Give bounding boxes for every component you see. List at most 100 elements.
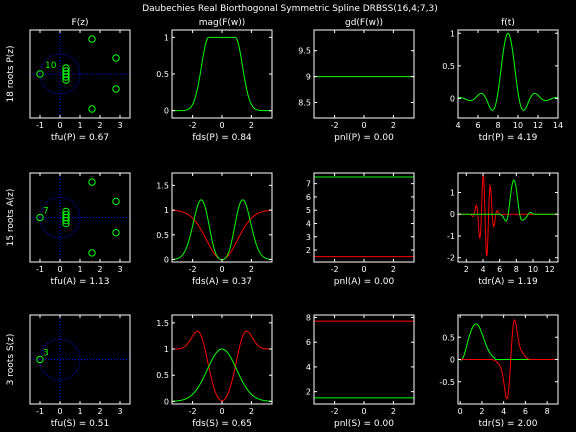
y-tick-label: 0 — [164, 256, 169, 265]
root-marker — [88, 249, 96, 257]
root-marker — [88, 105, 96, 113]
x-tick-label: 3 — [117, 407, 122, 416]
suptitle: Daubechies Real Biorthogonal Symmetric S… — [142, 4, 438, 14]
x-tick-label: 4 — [455, 121, 460, 130]
x-tick-label: 0 — [57, 265, 62, 274]
x-tick-label: 2 — [391, 407, 396, 416]
series-line-green — [458, 32, 558, 111]
y-tick-label: -2 — [447, 254, 455, 263]
x-tick-label: -2 — [331, 121, 339, 130]
y-tick-label: -1 — [447, 232, 455, 241]
x-tick-label: 4 — [501, 407, 506, 416]
x-tick-label: -2 — [189, 121, 197, 130]
y-tick-label: 6 — [306, 193, 311, 202]
root-marker — [88, 178, 96, 186]
axes-box — [457, 172, 559, 263]
root-marker — [62, 219, 70, 228]
x-tick-label: 10 — [528, 265, 538, 274]
panel-r0c3: 4 6 8 10 12 14 0 0.5 1 f(t) tdr(P) = 4.19 — [442, 18, 563, 143]
y-tick-label: 4 — [306, 219, 311, 228]
x-tick-label: 0 — [361, 121, 366, 130]
series-line-red — [172, 209, 272, 261]
x-tick-label: 0 — [219, 407, 224, 416]
panel-ylabel: 18 roots P(z) — [6, 45, 16, 102]
y-tick-label: 0.5 — [442, 333, 455, 342]
panel-r2c1: -2 0 2 0 0.5 1 1.5 fds(S) = 0.65 — [156, 314, 273, 429]
x-tick-label: 0 — [219, 121, 224, 130]
panel-r2c2: -2 0 2 2 4 6 8 pnl(S) = 0.00 — [306, 313, 415, 429]
panel-xlabel: tdr(A) = 1.19 — [478, 277, 538, 287]
y-tick-label: 8.5 — [298, 98, 311, 107]
panel-r0c1: -2 0 2 0 0.5 1 mag(F(w)) fds(P) = 0.84 — [156, 18, 273, 143]
root-marker — [62, 76, 70, 84]
x-tick-label: -2 — [331, 265, 339, 274]
panel-ylabel: 15 roots A(z) — [6, 189, 16, 247]
x-tick-label: 6 — [523, 407, 528, 416]
y-tick-label: 1 — [164, 345, 169, 354]
root-marker — [112, 197, 120, 206]
y-tick-label: 1 — [450, 189, 455, 198]
x-tick-label: 3 — [117, 121, 122, 130]
panel-xlabel: pnl(P) = 0.00 — [334, 133, 394, 143]
x-tick-label: 2 — [97, 121, 102, 130]
x-tick-label: -1 — [36, 407, 44, 416]
root-marker — [62, 216, 70, 225]
root-count-label: 7 — [43, 206, 49, 216]
unit-circle — [39, 53, 81, 95]
root-count-label: 10 — [45, 61, 57, 71]
series-line-green — [172, 36, 272, 112]
panel-xlabel: fds(A) = 0.37 — [192, 277, 252, 287]
y-tick-label: 2 — [306, 246, 311, 255]
x-tick-label: -1 — [36, 121, 44, 130]
x-tick-label: 0 — [57, 121, 62, 130]
y-tick-label: 2 — [306, 388, 311, 397]
y-tick-label: 7 — [306, 180, 311, 189]
x-tick-label: 2 — [97, 265, 102, 274]
unit-circle — [39, 338, 81, 381]
panel-title: gd(F(w)) — [345, 18, 383, 28]
root-marker — [88, 35, 96, 43]
y-tick-label: 9.5 — [298, 47, 311, 56]
x-tick-label: 14 — [553, 121, 563, 130]
x-tick-label: 0 — [361, 407, 366, 416]
x-tick-label: 2 — [249, 407, 254, 416]
series-line-green — [172, 199, 272, 261]
panel-r0c2: -2 0 2 8.5 9 9.5 gd(F(w)) pnl(P) = 0.00 — [298, 18, 415, 143]
axes-box — [313, 314, 415, 405]
axes-box — [171, 29, 273, 119]
x-tick-label: 8 — [545, 407, 550, 416]
y-tick-label: 4 — [306, 363, 311, 372]
panel-r1c3: 2 4 6 8 10 12 -2 -1 0 1 tdr(A) = 1.19 — [447, 172, 559, 287]
x-tick-label: -2 — [189, 407, 197, 416]
y-tick-label: 9 — [306, 73, 311, 82]
y-tick-label: 3 — [306, 233, 311, 242]
x-tick-label: 2 — [97, 407, 102, 416]
y-tick-label: -0.5 — [439, 378, 455, 387]
x-tick-label: 0 — [57, 407, 62, 416]
y-tick-label: 6 — [306, 338, 311, 347]
panel-r1c1: -2 0 2 0 0.5 1 1.5 fds(A) = 0.37 — [156, 172, 273, 287]
y-tick-label: 0.5 — [156, 231, 169, 240]
x-tick-label: 2 — [249, 265, 254, 274]
x-tick-label: 8 — [514, 265, 519, 274]
panel-xlabel: tdr(P) = 4.19 — [479, 133, 538, 143]
x-tick-label: -1 — [36, 265, 44, 274]
y-tick-label: 8 — [306, 313, 311, 322]
x-tick-label: -2 — [189, 265, 197, 274]
panel-r1c0: 7 -1 0 1 2 3 tfu(A) = 1.13 15 roots A(z) — [6, 172, 131, 287]
root-count-label: 3 — [43, 348, 49, 358]
x-tick-label: 1 — [77, 265, 82, 274]
x-tick-label: 2 — [249, 121, 254, 130]
x-tick-label: -2 — [331, 407, 339, 416]
axes-box — [457, 29, 559, 119]
x-tick-label: 8 — [495, 121, 500, 130]
x-tick-label: 0 — [458, 407, 463, 416]
panel-r0c0: 10 -1 0 1 2 3 F(z) tfu(P) = 0.67 18 roots P(z) — [6, 18, 131, 143]
panel-title: mag(F(w)) — [199, 18, 246, 28]
root-marker — [36, 70, 44, 78]
panel-xlabel: fds(S) = 0.65 — [192, 419, 252, 429]
y-tick-label: 0 — [450, 94, 455, 103]
y-tick-label: 0 — [164, 107, 169, 116]
axes-box — [171, 172, 273, 263]
y-tick-label: 1 — [450, 29, 455, 38]
